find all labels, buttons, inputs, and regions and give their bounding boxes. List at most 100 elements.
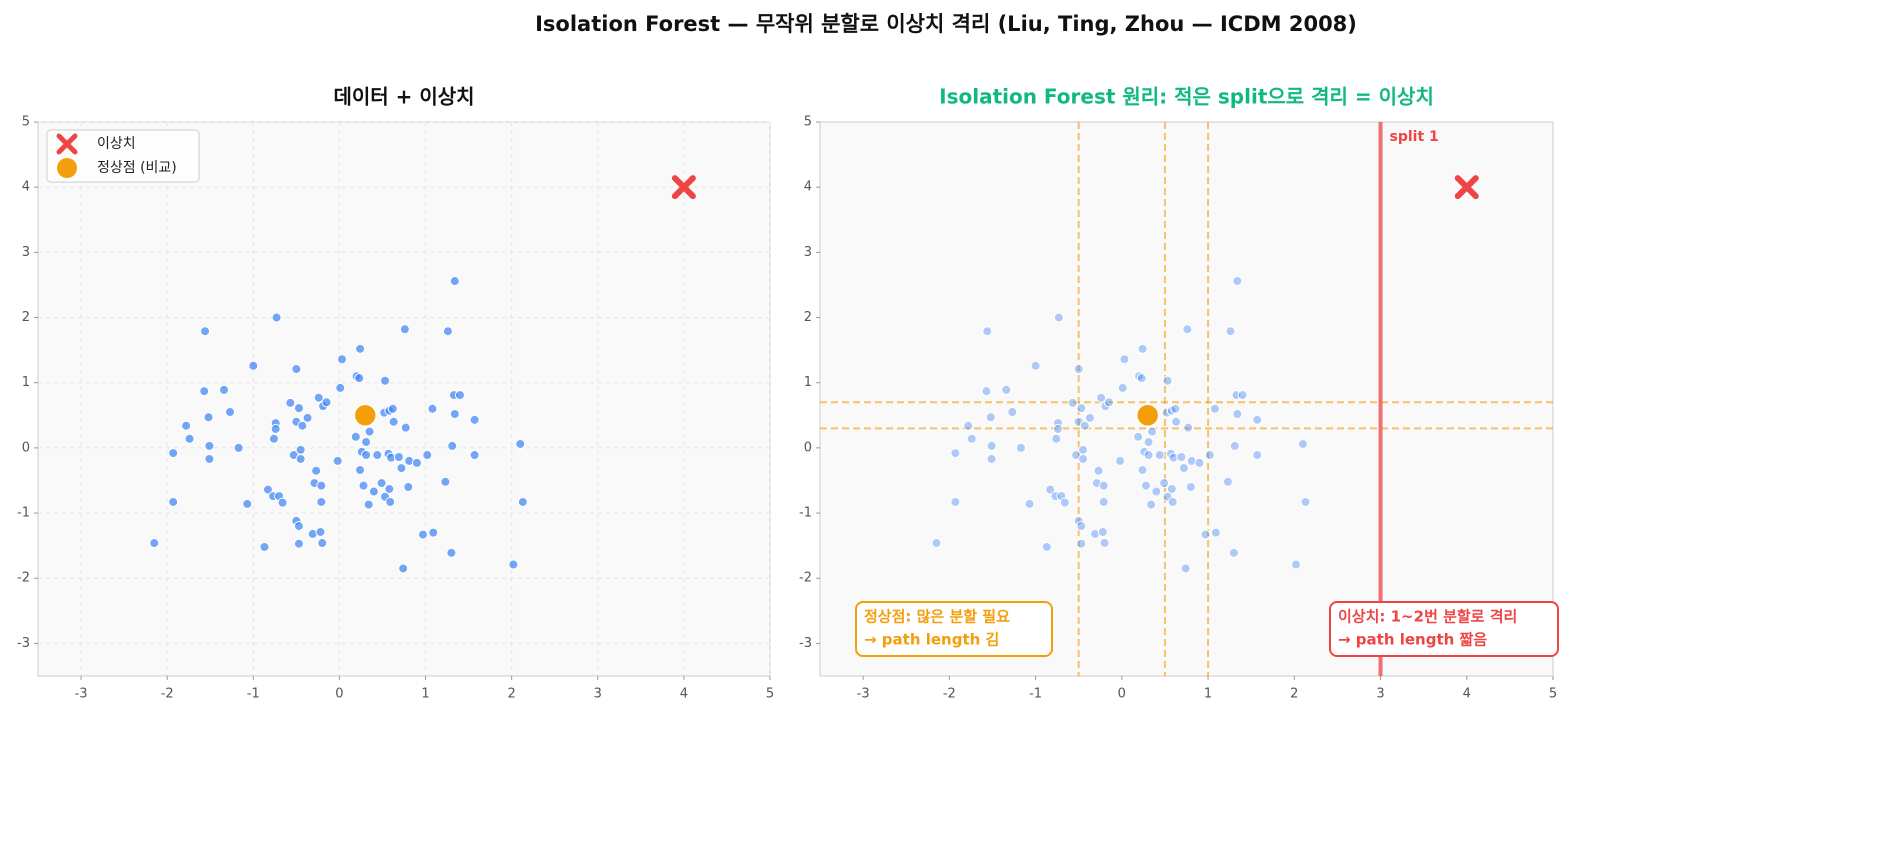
- data-point: [986, 440, 997, 451]
- data-point: [1291, 559, 1302, 570]
- x-tick-label: -3: [75, 687, 88, 702]
- data-point: [387, 403, 398, 414]
- annotation-box: [1329, 601, 1559, 657]
- data-point: [1053, 423, 1064, 434]
- data-point: [1096, 392, 1107, 403]
- data-point: [982, 326, 993, 337]
- data-point: [149, 538, 160, 549]
- data-point: [399, 324, 410, 335]
- data-point: [1143, 450, 1154, 461]
- annotation-text: → path length 짧음: [1338, 631, 1487, 649]
- x-tick-label: 5: [766, 687, 774, 702]
- figure-title: Isolation Forest — 무작위 분할로 이상치 격리 (Liu, …: [535, 12, 1357, 36]
- data-point: [233, 442, 244, 453]
- data-point: [1143, 437, 1154, 448]
- data-point: [270, 423, 281, 434]
- data-point: [1161, 407, 1172, 418]
- annotation-text: → path length 김: [864, 631, 999, 649]
- data-point: [1045, 484, 1056, 495]
- data-point: [411, 457, 422, 468]
- data-point: [1076, 403, 1087, 414]
- data-point: [1053, 312, 1064, 323]
- data-point: [372, 450, 383, 461]
- data-point: [1225, 326, 1236, 337]
- x-tick-label: 0: [335, 687, 343, 702]
- data-point: [396, 463, 407, 474]
- data-point: [1119, 354, 1130, 365]
- data-point: [1297, 438, 1308, 449]
- data-point: [931, 538, 942, 549]
- data-point: [316, 480, 327, 491]
- data-point: [1073, 515, 1084, 526]
- data-point: [204, 440, 215, 451]
- data-point: [447, 440, 458, 451]
- data-point: [384, 483, 395, 494]
- data-point: [1076, 538, 1087, 549]
- subplot-title: 데이터 + 이상치: [333, 85, 474, 109]
- y-tick-label: -3: [17, 636, 30, 651]
- annotation-text: 정상점: 많은 분할 필요: [864, 608, 1010, 626]
- data-point: [355, 343, 366, 354]
- x-tick-label: 2: [1290, 687, 1298, 702]
- data-point: [963, 420, 974, 431]
- data-point: [1171, 416, 1182, 427]
- data-point: [315, 526, 326, 537]
- data-point: [1084, 412, 1095, 423]
- data-point: [361, 450, 372, 461]
- data-point: [1007, 407, 1018, 418]
- data-point: [268, 433, 279, 444]
- data-point: [1115, 455, 1126, 466]
- data-point: [200, 326, 211, 337]
- y-tick-label: 5: [22, 115, 30, 130]
- y-tick-label: 5: [804, 115, 812, 130]
- data-point: [1180, 563, 1191, 574]
- data-point: [1170, 403, 1181, 414]
- x-tick-label: 1: [421, 687, 429, 702]
- data-point: [1222, 476, 1233, 487]
- data-point: [1147, 426, 1158, 437]
- data-point: [1136, 373, 1147, 384]
- data-point: [400, 422, 411, 433]
- data-point: [168, 496, 179, 507]
- data-point: [302, 412, 313, 423]
- data-point: [1204, 450, 1215, 461]
- data-point: [950, 448, 961, 459]
- annotation-box: [855, 601, 1053, 657]
- data-point: [1103, 397, 1114, 408]
- data-point: [986, 453, 997, 464]
- data-point: [393, 452, 404, 463]
- annotation-text: 이상치: 1~2번 분할로 격리: [1338, 608, 1517, 626]
- data-point: [376, 478, 387, 489]
- legend-label: 이상치: [97, 136, 136, 152]
- data-point: [1162, 375, 1173, 386]
- data-point: [277, 497, 288, 508]
- data-point: [1078, 453, 1089, 464]
- data-point: [449, 276, 460, 287]
- subplot-title: Isolation Forest 원리: 적은 split으로 격리 = 이상치: [939, 85, 1434, 109]
- data-point: [403, 481, 414, 492]
- data-point: [1182, 324, 1193, 335]
- legend-box: [46, 129, 200, 183]
- x-tick-label: 4: [680, 687, 688, 702]
- data-point: [517, 496, 528, 507]
- data-point: [336, 354, 347, 365]
- data-point: [985, 412, 996, 423]
- data-point: [1100, 401, 1111, 412]
- data-point: [271, 312, 282, 323]
- data-point: [1117, 382, 1128, 393]
- y-tick-label: 2: [22, 310, 30, 325]
- x-tick-label: 4: [1463, 687, 1471, 702]
- data-point: [1186, 455, 1197, 466]
- data-point: [363, 499, 374, 510]
- data-point: [1166, 483, 1177, 494]
- y-tick-label: 1: [22, 375, 30, 390]
- y-tick-label: -1: [799, 506, 812, 521]
- data-point: [508, 559, 519, 570]
- data-point: [1090, 528, 1101, 539]
- data-point: [1194, 457, 1205, 468]
- y-tick-label: -2: [799, 571, 812, 586]
- data-point: [350, 431, 361, 442]
- legend-marker: [56, 133, 78, 155]
- normal-point: [1135, 403, 1160, 428]
